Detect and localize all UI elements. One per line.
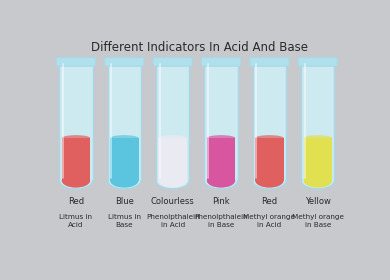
Text: Pink: Pink (212, 197, 230, 206)
Text: Different Indicators In Acid And Base: Different Indicators In Acid And Base (91, 41, 308, 54)
Text: Blue: Blue (115, 197, 134, 206)
Text: Red: Red (68, 197, 84, 206)
Ellipse shape (301, 172, 334, 189)
Bar (59, 64, 92, 181)
Ellipse shape (108, 172, 141, 189)
Text: Colourless: Colourless (151, 197, 195, 206)
Ellipse shape (207, 135, 235, 141)
Bar (301, 64, 334, 181)
Bar (253, 64, 286, 181)
Text: Litmus in
Base: Litmus in Base (108, 214, 141, 228)
Ellipse shape (62, 174, 90, 188)
Bar (108, 64, 141, 181)
Text: Litmus in
Acid: Litmus in Acid (59, 214, 92, 228)
Text: Phenolpthalein
in Acid: Phenolpthalein in Acid (146, 214, 200, 228)
Ellipse shape (158, 174, 187, 188)
Text: Red: Red (261, 197, 277, 206)
Bar (255, 138, 284, 181)
Bar (110, 138, 138, 181)
Ellipse shape (207, 174, 235, 188)
Bar (255, 64, 284, 181)
Bar (207, 138, 235, 181)
Bar (156, 64, 189, 181)
Text: Yellow: Yellow (305, 197, 331, 206)
Ellipse shape (255, 174, 284, 188)
Ellipse shape (156, 172, 189, 189)
FancyBboxPatch shape (153, 57, 192, 66)
Ellipse shape (158, 135, 187, 141)
FancyBboxPatch shape (250, 57, 289, 66)
FancyBboxPatch shape (298, 57, 337, 66)
Ellipse shape (255, 174, 284, 188)
Bar (110, 64, 138, 181)
Ellipse shape (62, 174, 90, 188)
FancyBboxPatch shape (56, 57, 96, 66)
Ellipse shape (207, 174, 235, 188)
Ellipse shape (59, 172, 92, 189)
Ellipse shape (303, 174, 332, 188)
Bar (303, 64, 332, 181)
Text: Methyl orange
in Acid: Methyl orange in Acid (243, 214, 295, 228)
FancyBboxPatch shape (105, 57, 144, 66)
Text: Methyl orange
in Base: Methyl orange in Base (292, 214, 344, 228)
Bar (303, 138, 332, 181)
Ellipse shape (253, 172, 286, 189)
Ellipse shape (303, 174, 332, 188)
Ellipse shape (158, 174, 187, 188)
Text: Phenolpthalein
in Base: Phenolpthalein in Base (194, 214, 248, 228)
Ellipse shape (204, 172, 238, 189)
Bar (204, 64, 238, 181)
Bar (303, 138, 332, 181)
Ellipse shape (62, 135, 90, 141)
Ellipse shape (110, 174, 138, 188)
Bar (62, 138, 90, 181)
Bar (207, 138, 235, 181)
Ellipse shape (110, 174, 138, 188)
Bar (110, 138, 138, 181)
Bar (158, 138, 187, 181)
Bar (62, 64, 90, 181)
Bar (207, 64, 235, 181)
Bar (158, 64, 187, 181)
Bar (158, 138, 187, 181)
Ellipse shape (255, 135, 284, 141)
Ellipse shape (110, 135, 138, 141)
Bar (255, 138, 284, 181)
Bar (62, 138, 90, 181)
Ellipse shape (303, 135, 332, 141)
FancyBboxPatch shape (201, 57, 241, 66)
